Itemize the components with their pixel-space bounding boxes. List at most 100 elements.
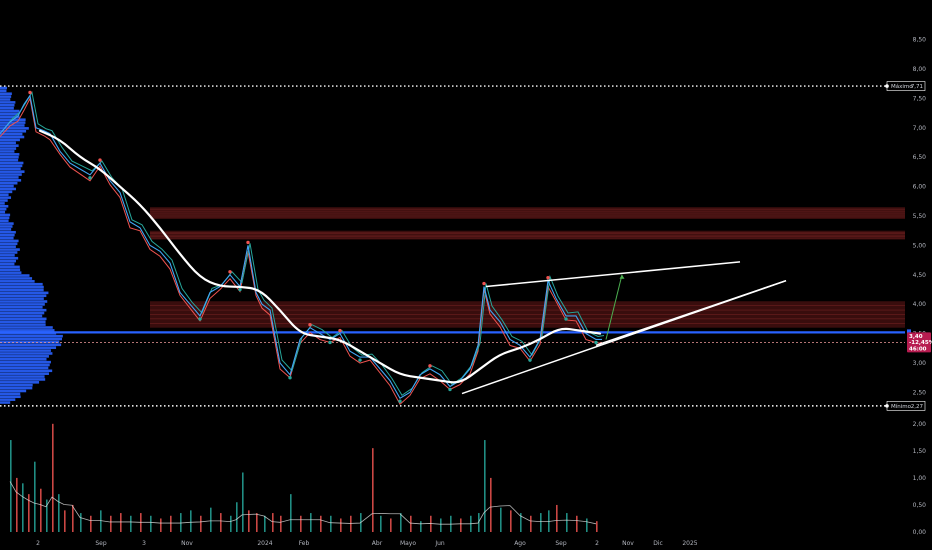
volume-profile-bar (0, 115, 20, 119)
time-tick-label: Jun (434, 540, 445, 547)
volume-bar (150, 515, 152, 532)
volume-bar (28, 494, 30, 532)
volume-bar (272, 513, 274, 532)
volume-profile-bar (0, 121, 26, 124)
volume-profile-bar (0, 300, 48, 303)
volume-profile-bar (0, 199, 8, 202)
volume-bar (242, 472, 244, 532)
price-tick-label: 7,50 (913, 95, 927, 102)
pivot-low-marker (398, 399, 402, 403)
trend-line-3[interactable] (595, 279, 787, 347)
min-level-badge-value: 2,27 (911, 404, 924, 410)
volume-bar (410, 515, 412, 532)
time-tick-label: Sep (95, 540, 107, 547)
volume-profile-bar (0, 147, 17, 150)
pivot-low-marker (198, 317, 202, 321)
volume-profile-bar (0, 297, 44, 300)
volume-profile-bar (0, 202, 5, 205)
time-tick-label: Ago (514, 540, 526, 547)
price-close-line (0, 94, 602, 399)
volume-bar (520, 513, 522, 532)
pivot-low-marker (288, 376, 292, 380)
volume-bar (22, 483, 24, 532)
volume-profile-bar (0, 274, 30, 277)
volume-profile-bar (0, 355, 49, 358)
volume-profile-bar (0, 389, 27, 393)
volume-profile-bar (0, 222, 14, 225)
time-tick-label: 3 (142, 540, 146, 547)
volume-profile-bar (0, 291, 49, 295)
volume-bar (280, 515, 282, 532)
volume-profile-bar (0, 360, 51, 364)
max-level-badge-label: Máximo (891, 83, 913, 90)
medium-average-line (1, 91, 605, 396)
volume-bar (160, 518, 162, 532)
volume-profile-bar (0, 230, 16, 234)
volume-bar (230, 515, 232, 532)
max-level-badge-dot (885, 84, 889, 88)
volume-bar (248, 510, 250, 532)
volume-bar (380, 515, 382, 532)
time-tick-label: Feb (299, 540, 310, 547)
volume-profile-bar (0, 103, 15, 107)
pivot-high-marker (546, 275, 550, 280)
volume-profile-bar (0, 161, 24, 165)
volume-profile-bar (0, 207, 7, 211)
volume-profile-bar (0, 164, 23, 168)
volume-profile-bar (0, 386, 33, 390)
volume-tick-label: 0,50 (913, 502, 927, 509)
volume-profile-bar (0, 106, 14, 110)
volume-profile-bar (0, 127, 29, 130)
volume-bars (9, 423, 598, 532)
time-axis[interactable]: 2 Sep 3 Nov 2024 Feb Abr Mayo Jun Ago Sep 2 Nov Dic 20… (36, 540, 698, 547)
volume-profile-bar (0, 375, 45, 378)
trend-line-1[interactable] (485, 261, 741, 288)
volume-profile-bar (0, 259, 16, 263)
volume-bar (400, 513, 402, 532)
volume-profile-bar (0, 219, 9, 223)
price-levels (0, 85, 905, 407)
volume-profile-bar (0, 89, 7, 93)
volume-profile-bar (0, 314, 43, 318)
volume-tick-label: 0,00 (913, 529, 927, 536)
volume-bar (340, 518, 342, 532)
volume-bar (576, 515, 578, 532)
volume-profile-bar (0, 294, 47, 298)
volume-bar (390, 518, 392, 532)
volume-bar (90, 515, 92, 532)
volume-profile-bar (0, 288, 44, 292)
volume-bar (80, 513, 82, 532)
volume-profile-bar (0, 337, 62, 341)
volume-bar (190, 510, 192, 532)
current-price-badge-line-3: 46:00 (909, 346, 927, 352)
volume-profile-bar (0, 323, 46, 326)
volume-profile-bar (0, 265, 20, 269)
volume-profile-bar (0, 329, 55, 332)
projection-arrow-line[interactable] (605, 274, 623, 340)
volume-profile-bar (0, 251, 18, 254)
volume-bar (58, 494, 60, 532)
trend-lines[interactable] (461, 261, 787, 395)
volume-profile-bar (0, 334, 63, 338)
pivot-high-marker (308, 322, 312, 327)
volume-profile-bar (0, 372, 49, 375)
volume-bar (420, 521, 422, 532)
volume-profile-bar (0, 213, 11, 217)
pivot-high-marker (98, 158, 102, 162)
volume-bar (510, 510, 512, 532)
price-tick-label: 7,00 (913, 125, 927, 132)
volume-profile-bar (0, 233, 15, 237)
volume-profile-bar (0, 112, 20, 116)
volume-profile-bar (0, 398, 16, 401)
volume-bar (596, 521, 598, 532)
volume-bar (478, 513, 480, 532)
volume-profile-bar (0, 155, 19, 159)
volume-profile-bar (0, 248, 20, 251)
time-tick-label: 2 (36, 540, 40, 547)
price-tick-label: 2,50 (913, 389, 927, 396)
price-tick-label: 6,50 (913, 154, 927, 161)
volume-bar (40, 488, 42, 532)
